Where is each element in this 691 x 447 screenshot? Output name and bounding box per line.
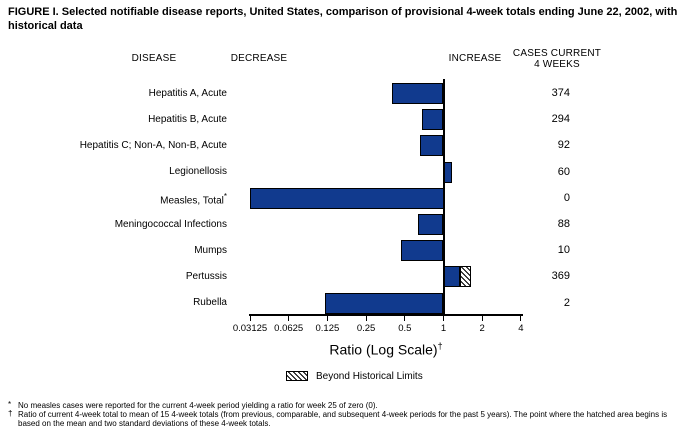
case-count: 60 — [557, 165, 570, 178]
disease-label: Hepatitis C; Non-A, Non-B, Acute — [79, 139, 227, 151]
figure-title-line1: FIGURE I. Selected notifiable disease re… — [8, 6, 678, 18]
footnote-asterisk-marker: * — [8, 400, 12, 409]
footnote-ratio-definition: † Ratio of current 4-week total to mean … — [8, 409, 684, 428]
case-count: 374 — [551, 87, 570, 99]
axis-tick — [404, 316, 406, 321]
disease-label: Legionellosis — [169, 166, 227, 178]
axis-tick-label: 4 — [518, 323, 524, 334]
axis-tick — [443, 316, 444, 321]
footnote-dagger-marker: † — [8, 409, 13, 418]
disease-label: Hepatitis B, Acute — [148, 113, 227, 125]
figure-title-line2: historical data — [8, 20, 83, 32]
disease-label: Mumps — [194, 244, 227, 256]
case-count: 294 — [551, 113, 570, 126]
ratio-bar — [250, 187, 444, 209]
axis-tick — [249, 316, 251, 321]
footnote-dagger-text: Ratio of current 4-week total to mean of… — [18, 410, 668, 428]
axis-tick-label: 0.03125 — [232, 323, 268, 334]
x-axis-title: Ratio (Log Scale)† — [286, 341, 486, 358]
case-count: 92 — [557, 139, 570, 152]
footnotes: * No measles cases were reported for the… — [8, 400, 684, 428]
ratio-bar — [417, 214, 444, 235]
disease-label: Measles, Total* — [160, 192, 227, 207]
figure-title: FIGURE I. Selected notifiable disease re… — [8, 5, 686, 33]
case-count: 10 — [557, 244, 570, 257]
case-count: 369 — [551, 270, 570, 283]
ratio-bar — [401, 240, 444, 262]
cases-header-line2: 4 WEEKS — [534, 59, 580, 70]
ratio-bar — [421, 109, 444, 131]
column-header-cases-current-4-weeks: CASES CURRENT 4 WEEKS — [501, 48, 613, 70]
x-axis-title-text: Ratio (Log Scale) — [329, 341, 438, 358]
legend-label: Beyond Historical Limits — [316, 371, 423, 382]
axis-tick-label: 0.25 — [356, 323, 376, 334]
axis-tick-label: 0.0625 — [274, 323, 304, 334]
x-axis-line — [249, 314, 523, 316]
disease-label: Hepatitis A, Acute — [148, 87, 227, 99]
column-header-decrease: DECREASE — [230, 53, 288, 64]
axis-tick-label: 1 — [440, 323, 447, 334]
disease-label: Meningococcal Infections — [114, 218, 227, 230]
axis-tick-label: 0.5 — [398, 323, 412, 334]
disease-label: Pertussis — [185, 270, 227, 282]
beyond-historical-limits-swatch-icon — [286, 371, 308, 381]
x-axis-title-dagger: † — [437, 341, 443, 351]
case-count: 2 — [563, 296, 570, 309]
footnote-asterisk-text: No measles cases were reported for the c… — [18, 401, 378, 410]
axis-tick-label: 0.125 — [315, 323, 340, 334]
ratio-bar — [392, 83, 444, 104]
axis-tick — [481, 316, 483, 321]
disease-label: Rubella — [193, 297, 227, 309]
axis-tick — [326, 316, 328, 321]
ratio-bar — [325, 292, 444, 314]
baseline-ratio-1-line — [443, 79, 445, 316]
case-count: 0 — [563, 191, 570, 204]
ratio-bar — [443, 161, 453, 183]
ratio-bar — [420, 135, 444, 157]
axis-tick — [520, 316, 522, 321]
axis-tick-label: 2 — [479, 323, 485, 334]
axis-tick — [288, 316, 290, 321]
ratio-bar — [443, 266, 460, 288]
cases-header-line1: CASES CURRENT — [512, 48, 602, 59]
column-header-increase: INCREASE — [448, 53, 502, 64]
disease-label-footnote-marker: * — [223, 192, 227, 202]
footnote-measles: * No measles cases were reported for the… — [8, 400, 684, 410]
axis-tick — [365, 316, 367, 321]
column-header-disease: DISEASE — [131, 53, 177, 64]
case-count: 88 — [557, 218, 570, 230]
beyond-historical-limits-bar — [459, 266, 472, 288]
